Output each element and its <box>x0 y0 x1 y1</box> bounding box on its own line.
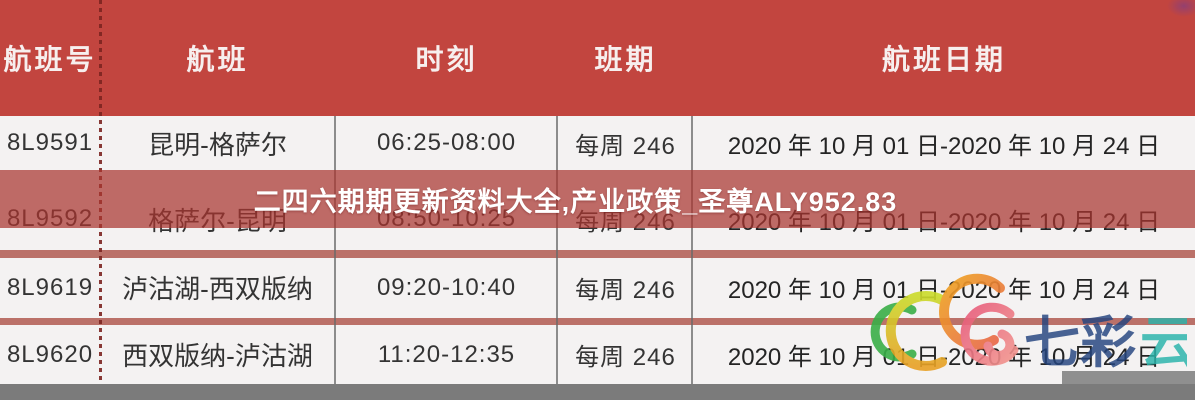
bottom-gray-bar <box>0 384 1195 400</box>
corner-smudge-artifact <box>1167 0 1195 17</box>
column-divider <box>334 116 336 384</box>
cell-route: 昆明-格萨尔 <box>148 129 287 160</box>
watermark-text-yun: 云 <box>1140 311 1187 374</box>
cell-days: 每周 246 <box>575 277 676 304</box>
pink-spiral-icon <box>960 302 1019 366</box>
row-separator <box>0 318 1195 325</box>
yellow-crescent-icon <box>885 291 947 371</box>
row-separator <box>0 250 1195 258</box>
column-divider <box>556 116 558 384</box>
table-row: 8L9620 西双版纳-泸沽湖 11:20-12:35 每周 246 2020 … <box>0 325 1195 384</box>
table-header: 航班号 航班 时刻 班期 航班日期 <box>0 0 1195 116</box>
column-header-flight-no: 航班号 <box>3 44 97 75</box>
orange-swirl-icon <box>939 273 1005 350</box>
cell-route: 西双版纳-泸沽湖 <box>122 341 313 371</box>
cell-flight-no: 8L9591 <box>6 129 94 156</box>
cell-days: 每周 246 <box>575 344 676 371</box>
column-header-time: 时刻 <box>415 44 478 75</box>
cell-flight-no: 8L9620 <box>6 340 94 368</box>
column-divider <box>691 116 693 384</box>
qicaiyun-watermark-logo: 七彩 云 <box>870 273 1187 374</box>
promo-overlay-banner: 二四六期期更新资料大全,产业政策_圣尊ALY952.83 <box>0 170 1195 228</box>
column-header-route: 航班 <box>186 44 249 75</box>
cell-route: 泸沽湖-西双版纳 <box>122 274 313 304</box>
column-header-days: 班期 <box>594 44 657 75</box>
table-row: 8L9591 昆明-格萨尔 06:25-08:00 每周 246 2020 年 … <box>0 116 1195 170</box>
watermark-text-qicai: 七彩 <box>1024 311 1136 374</box>
column-header-dates: 航班日期 <box>881 44 1006 75</box>
cell-time: 09:20-10:40 <box>376 273 517 301</box>
cell-days: 每周 246 <box>575 132 676 160</box>
cell-flight-no: 8L9619 <box>6 273 94 301</box>
cell-time: 06:25-08:00 <box>376 129 517 156</box>
cell-time: 11:20-12:35 <box>377 340 516 368</box>
promo-overlay-text: 二四六期期更新资料大全,产业政策_圣尊ALY952.83 <box>253 186 898 217</box>
cell-dates: 2020 年 10 月 01 日-2020 年 10 月 24 日 <box>727 132 1161 160</box>
